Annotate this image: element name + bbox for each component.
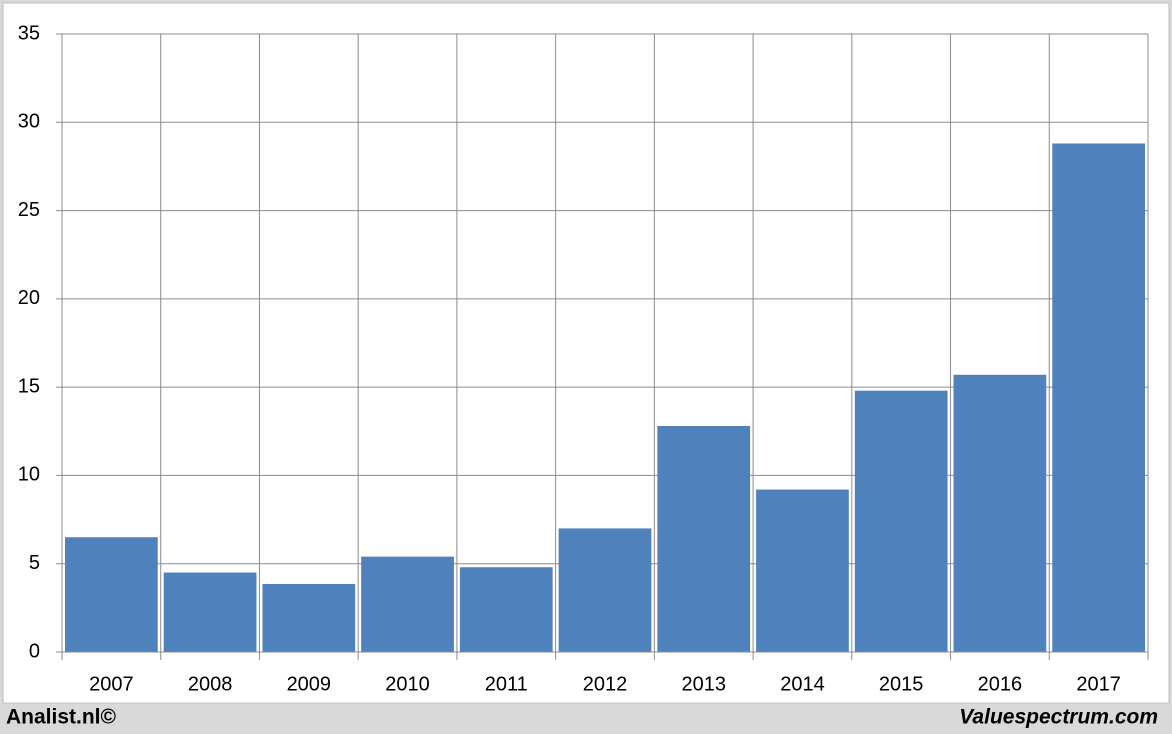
x-tick-label: 2010: [385, 673, 430, 695]
bar: [361, 556, 454, 652]
y-tick-label: 5: [29, 552, 40, 574]
x-tick-label: 2015: [879, 673, 924, 695]
footer-right: Valuespectrum.com: [959, 706, 1158, 729]
bar: [657, 425, 751, 652]
y-tick-label: 20: [18, 287, 40, 309]
bar: [953, 374, 1047, 652]
bar: [163, 572, 257, 652]
x-tick-label: 2011: [485, 673, 528, 695]
x-tick-label: 2016: [978, 673, 1023, 695]
x-tick-label: 2017: [1076, 673, 1121, 695]
footer-left: Analist.nl©: [6, 706, 117, 729]
y-tick-label: 15: [18, 375, 40, 397]
bar: [65, 537, 158, 652]
y-tick-label: 0: [29, 640, 40, 662]
y-tick-label: 35: [18, 22, 40, 44]
x-tick-label: 2013: [681, 673, 726, 695]
y-tick-label: 10: [18, 464, 40, 486]
x-tick-label: 2008: [188, 673, 233, 695]
bar: [1052, 143, 1145, 652]
bar: [558, 528, 652, 652]
bar: [854, 390, 948, 652]
bar: [459, 567, 553, 652]
y-tick-label: 25: [18, 199, 40, 221]
bar: [262, 584, 356, 652]
x-tick-label: 2009: [287, 673, 332, 695]
x-tick-label: 2007: [89, 673, 134, 695]
x-tick-label: 2014: [780, 673, 825, 695]
x-tick-label: 2012: [583, 673, 628, 695]
bar: [756, 489, 849, 652]
y-tick-label: 30: [18, 111, 40, 133]
